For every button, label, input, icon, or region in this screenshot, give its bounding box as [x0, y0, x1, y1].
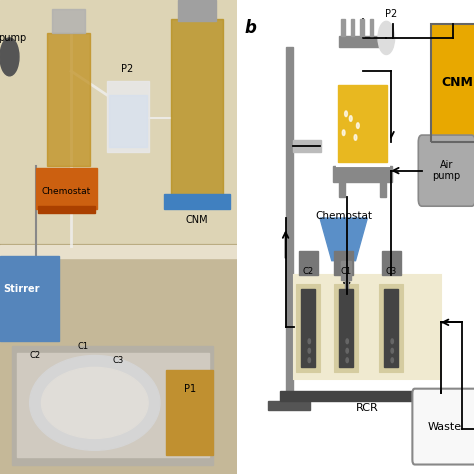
Bar — [292, 140, 321, 152]
Text: CNM: CNM — [441, 76, 474, 90]
Bar — [345, 278, 348, 296]
Text: P2: P2 — [121, 64, 133, 74]
Text: Air
pump: Air pump — [433, 160, 461, 182]
Bar — [299, 251, 318, 275]
Bar — [166, 370, 213, 455]
Text: C3: C3 — [385, 267, 397, 276]
Bar — [431, 24, 474, 142]
Bar — [341, 19, 345, 36]
Text: Stirrer: Stirrer — [4, 284, 40, 294]
Bar — [334, 251, 353, 275]
Text: C2: C2 — [30, 351, 41, 360]
Bar — [178, 0, 216, 21]
Bar — [12, 346, 213, 465]
Bar — [360, 19, 364, 36]
Ellipse shape — [378, 21, 394, 55]
Bar — [280, 391, 457, 401]
Bar — [337, 47, 389, 166]
Ellipse shape — [42, 367, 148, 438]
Text: C3: C3 — [113, 356, 124, 365]
Bar — [341, 261, 351, 280]
Bar — [294, 275, 441, 379]
FancyBboxPatch shape — [412, 389, 474, 465]
Ellipse shape — [346, 339, 348, 344]
Bar — [0, 256, 59, 341]
Text: b: b — [244, 19, 256, 37]
Text: C2: C2 — [302, 267, 314, 276]
Text: C1: C1 — [340, 267, 352, 276]
Ellipse shape — [356, 123, 359, 128]
Bar — [384, 289, 398, 367]
Ellipse shape — [308, 348, 310, 353]
Ellipse shape — [391, 348, 393, 353]
FancyBboxPatch shape — [418, 135, 474, 206]
Text: CNM: CNM — [185, 215, 208, 226]
Bar — [171, 19, 223, 199]
Text: C1: C1 — [77, 342, 89, 350]
Bar — [370, 19, 374, 36]
Ellipse shape — [354, 135, 357, 140]
Text: pump: pump — [0, 33, 26, 43]
Text: P1: P1 — [183, 383, 196, 394]
Bar — [268, 401, 310, 410]
Text: Chemostat: Chemostat — [315, 211, 372, 221]
Bar — [301, 289, 315, 367]
Bar — [0, 245, 237, 258]
Bar — [339, 36, 386, 47]
Bar — [351, 19, 354, 36]
Ellipse shape — [345, 111, 347, 117]
Bar — [17, 353, 209, 457]
Ellipse shape — [342, 130, 345, 136]
Ellipse shape — [349, 116, 352, 121]
Bar — [379, 284, 403, 372]
Ellipse shape — [346, 358, 348, 363]
Bar — [0, 246, 237, 474]
Bar — [164, 194, 230, 209]
Bar — [339, 180, 345, 197]
Bar — [107, 81, 149, 152]
Text: Chemostat: Chemostat — [42, 188, 91, 196]
Ellipse shape — [391, 339, 393, 344]
Bar — [380, 180, 386, 197]
Text: Waste: Waste — [428, 421, 461, 432]
Polygon shape — [320, 218, 367, 261]
Text: P2: P2 — [385, 9, 397, 19]
Bar — [285, 47, 292, 403]
Bar — [38, 206, 95, 213]
Ellipse shape — [391, 358, 393, 363]
Bar — [339, 289, 353, 367]
Bar — [338, 85, 387, 162]
Ellipse shape — [308, 339, 310, 344]
Bar — [36, 168, 97, 209]
Bar — [0, 0, 237, 246]
Ellipse shape — [346, 348, 348, 353]
Ellipse shape — [0, 38, 19, 76]
Bar — [109, 95, 147, 147]
Bar — [382, 251, 401, 275]
Text: RCR: RCR — [356, 403, 379, 413]
Bar — [52, 9, 85, 33]
Ellipse shape — [308, 358, 310, 363]
Bar — [431, 24, 474, 142]
Bar — [334, 284, 358, 372]
Bar — [333, 166, 392, 182]
Ellipse shape — [29, 356, 160, 450]
Bar — [296, 284, 320, 372]
Bar — [47, 33, 90, 166]
